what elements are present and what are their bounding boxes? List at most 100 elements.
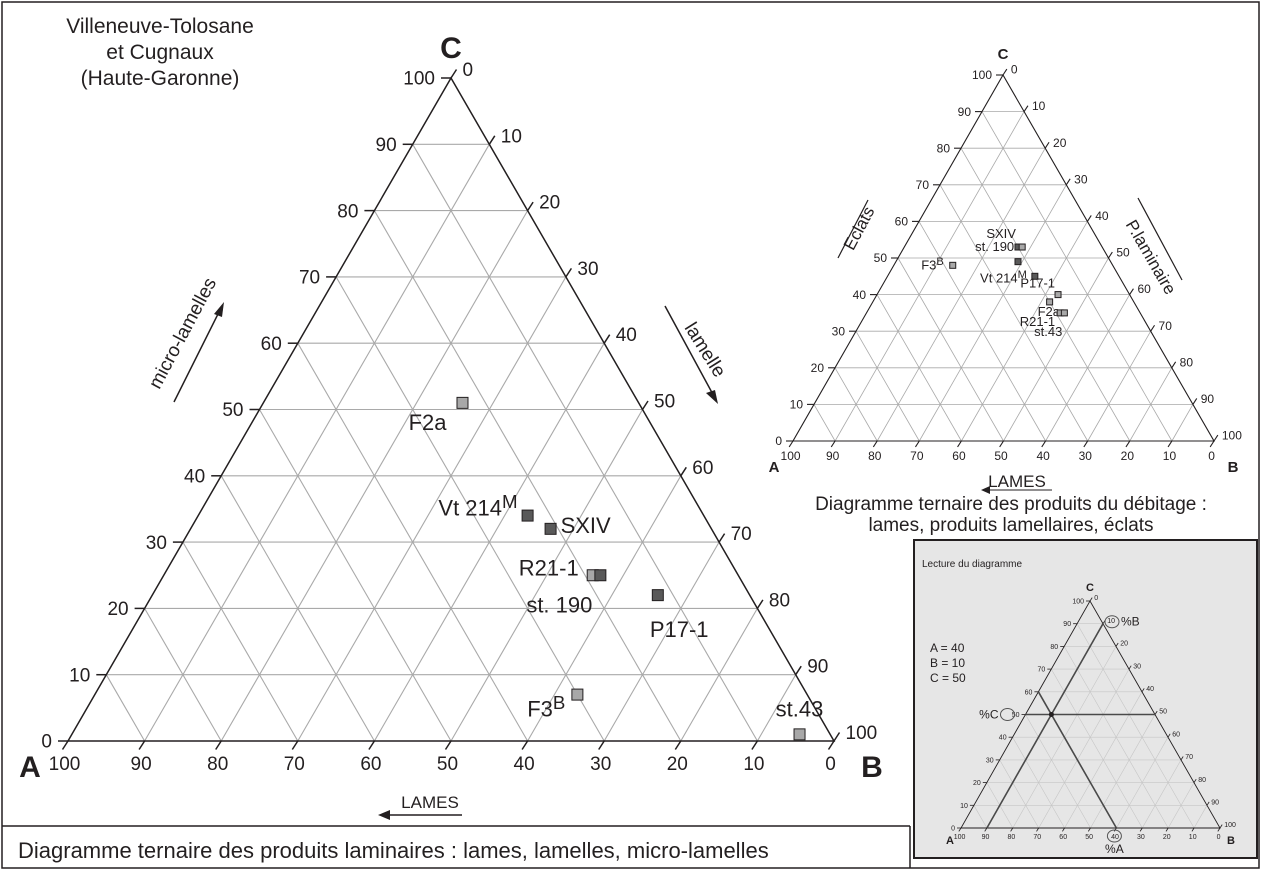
tick-label-bottom: 90 [982, 834, 990, 841]
main-ternary-chart: 0 0 0 10 10 10 20 20 20 30 30 30 40 40 40 50 50 50 60 60 60 7… [2, 15, 911, 868]
data-label: F2a [1038, 304, 1061, 319]
grid-line-b [1003, 257, 1109, 442]
tick-label-bottom: 40 [1036, 449, 1050, 463]
marker-label-b: %B [1121, 615, 1140, 629]
data-point-st-190 [594, 569, 607, 582]
marker-circle-a [1106, 829, 1122, 843]
data-label-text: Vt 214 [980, 270, 1018, 285]
data-label-text: Vt 214 [438, 496, 502, 521]
grid-line-a [813, 404, 836, 442]
example-point [1048, 712, 1054, 717]
data-point-sxiv [544, 522, 557, 535]
tick-label-bottom: 50 [1085, 834, 1093, 841]
tick-right [1044, 141, 1050, 149]
tick-label-left: 60 [261, 334, 282, 355]
tick-bottom [830, 440, 836, 448]
data-point-f3 [949, 261, 957, 269]
tick-right [1129, 288, 1134, 295]
reading-line-b [986, 623, 1104, 829]
tick-bottom [827, 740, 835, 750]
grid-line-b [1087, 331, 1152, 442]
grid-line-a [335, 276, 605, 742]
tick-right [1065, 178, 1071, 186]
data-label-text: P17-1 [1020, 276, 1055, 291]
grid-line-a [144, 608, 222, 742]
tick-label-bottom: 70 [1033, 834, 1041, 841]
vertex-label-b: B [861, 751, 883, 784]
tick-label-left: 60 [1025, 689, 1033, 696]
tick-label-left: 100 [1072, 598, 1084, 605]
grid-line-b [1038, 668, 1130, 829]
tick-right [565, 267, 573, 278]
tick-label-left: 20 [107, 599, 128, 620]
tick-bottom [1191, 827, 1195, 832]
tick-bottom [444, 740, 452, 750]
tick-bottom [1217, 827, 1221, 832]
data-label-sup: B [553, 692, 565, 713]
data-label: st.43 [1034, 324, 1062, 339]
data-label-text: st.43 [776, 696, 824, 721]
tick-right [833, 732, 841, 742]
tick-bottom [957, 440, 962, 448]
data-point-f2a [456, 396, 469, 409]
tick-label-bottom: 40 [514, 754, 535, 775]
vertex-label-c: C [440, 32, 462, 65]
vertex-label-c: C [1086, 582, 1094, 594]
data-label: Vt 214M [980, 269, 1027, 286]
grid-line-b [527, 475, 682, 742]
tick-label-bottom: 90 [131, 754, 152, 775]
inset-legend-line: C = 50 [930, 671, 966, 685]
data-point-p17-1 [651, 589, 664, 602]
tick-label-bottom: 100 [49, 754, 81, 775]
tick-label-right: 0 [463, 60, 474, 81]
tick-label-bottom: 60 [360, 754, 381, 775]
grid-line-b [1167, 782, 1195, 829]
tick-label-right: 0 [1011, 63, 1018, 77]
tick-label-right: 10 [1032, 99, 1046, 113]
vertex-label-b: B [1228, 459, 1239, 476]
tick-bottom [914, 440, 920, 448]
data-label-text: R21-1 [519, 555, 579, 580]
vertex-label-c: C [998, 46, 1009, 63]
axis-label-right: lamelle [680, 319, 730, 381]
axis-arrow-bottom-head [981, 486, 990, 494]
tick-label-left: 40 [184, 466, 205, 487]
tick-label-left: 70 [1038, 667, 1046, 674]
tick-label-bottom: 90 [826, 449, 840, 463]
tick-label-bottom: 30 [1137, 834, 1145, 841]
tick-label-left: 30 [832, 324, 846, 338]
tick-bottom [215, 740, 222, 750]
tick-bottom [872, 440, 878, 448]
tick-label-right: 30 [577, 259, 598, 280]
tick-label-bottom: 50 [994, 449, 1008, 463]
grid-line-b [834, 111, 1025, 442]
data-label-text: st.43 [1034, 324, 1062, 339]
tick-bottom [958, 827, 962, 832]
grid-line-b [1171, 404, 1194, 442]
vertex-label-b: B [1227, 835, 1235, 847]
tick-right [526, 201, 534, 212]
tick-bottom [1139, 827, 1143, 832]
tick-bottom [788, 440, 794, 448]
inset-legend-line: A = 40 [930, 641, 965, 655]
tick-label-right: 70 [1185, 754, 1193, 761]
tick-label-bottom: 60 [1059, 834, 1067, 841]
tick-label-left: 10 [960, 803, 968, 810]
data-label-text: SXIV [561, 513, 611, 538]
axis-arrow-bottom-head [378, 810, 390, 820]
data-label: F3B [527, 692, 565, 722]
grid-line-a [1025, 714, 1091, 829]
tick-right [1115, 642, 1119, 647]
tick-right [1180, 756, 1184, 761]
data-point-vt-214 [521, 509, 534, 522]
grid-line-a [897, 257, 1004, 442]
tick-label-right: 30 [1133, 663, 1141, 670]
tick-label-left: 60 [895, 215, 909, 229]
data-label-text: F3 [921, 257, 936, 272]
grid-line-a [876, 294, 962, 442]
data-point-st-190 [1018, 243, 1026, 251]
grid-line-a [855, 331, 920, 442]
tick-bottom [291, 740, 299, 750]
marker-circle-c [1000, 708, 1015, 721]
tick-right [1219, 824, 1223, 829]
